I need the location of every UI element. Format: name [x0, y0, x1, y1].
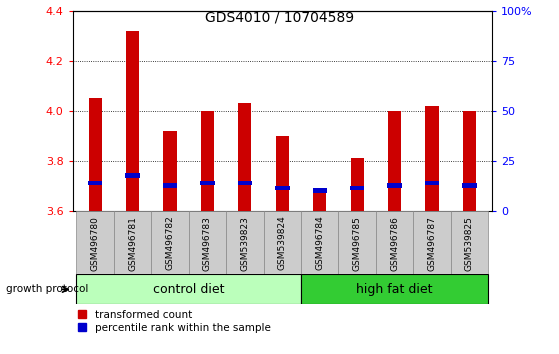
Bar [313, 190, 326, 211]
Bar [88, 181, 102, 185]
Text: GSM539823: GSM539823 [240, 216, 249, 270]
Text: GSM496787: GSM496787 [428, 216, 437, 270]
Bar [338, 211, 376, 274]
Text: control diet: control diet [153, 283, 225, 296]
Bar [350, 186, 364, 190]
Bar [88, 98, 102, 211]
Bar [425, 105, 439, 211]
Text: GSM496781: GSM496781 [128, 216, 137, 270]
Bar [200, 181, 215, 185]
Bar [413, 211, 451, 274]
Bar [163, 183, 177, 188]
Bar [275, 186, 290, 190]
Text: GSM496783: GSM496783 [203, 216, 212, 270]
Bar [387, 183, 402, 188]
Bar [77, 274, 301, 304]
Text: GDS4010 / 10704589: GDS4010 / 10704589 [205, 11, 354, 25]
Bar [451, 211, 488, 274]
Bar [463, 111, 476, 211]
Bar [462, 183, 477, 188]
Bar [376, 211, 413, 274]
Bar [126, 30, 139, 211]
Text: GSM539824: GSM539824 [278, 216, 287, 270]
Bar [151, 211, 189, 274]
Bar [312, 188, 327, 193]
Text: GSM496784: GSM496784 [315, 216, 324, 270]
Bar [114, 211, 151, 274]
Text: GSM496782: GSM496782 [165, 216, 174, 270]
Bar [125, 173, 140, 178]
Bar [388, 111, 401, 211]
Text: GSM496785: GSM496785 [353, 216, 362, 270]
Bar [264, 211, 301, 274]
Bar [189, 211, 226, 274]
Bar [425, 181, 439, 185]
Bar [301, 211, 338, 274]
Text: GSM539825: GSM539825 [465, 216, 474, 270]
Bar [238, 103, 252, 211]
Bar [77, 211, 114, 274]
Bar [276, 136, 289, 211]
Text: high fat diet: high fat diet [356, 283, 433, 296]
Bar [350, 158, 364, 211]
Bar [163, 131, 177, 211]
Text: growth protocol: growth protocol [6, 284, 88, 295]
Text: GSM496780: GSM496780 [91, 216, 100, 270]
Bar [226, 211, 264, 274]
Legend: transformed count, percentile rank within the sample: transformed count, percentile rank withi… [78, 310, 271, 333]
Bar [201, 111, 214, 211]
Bar [238, 181, 252, 185]
Text: GSM496786: GSM496786 [390, 216, 399, 270]
Bar [301, 274, 488, 304]
